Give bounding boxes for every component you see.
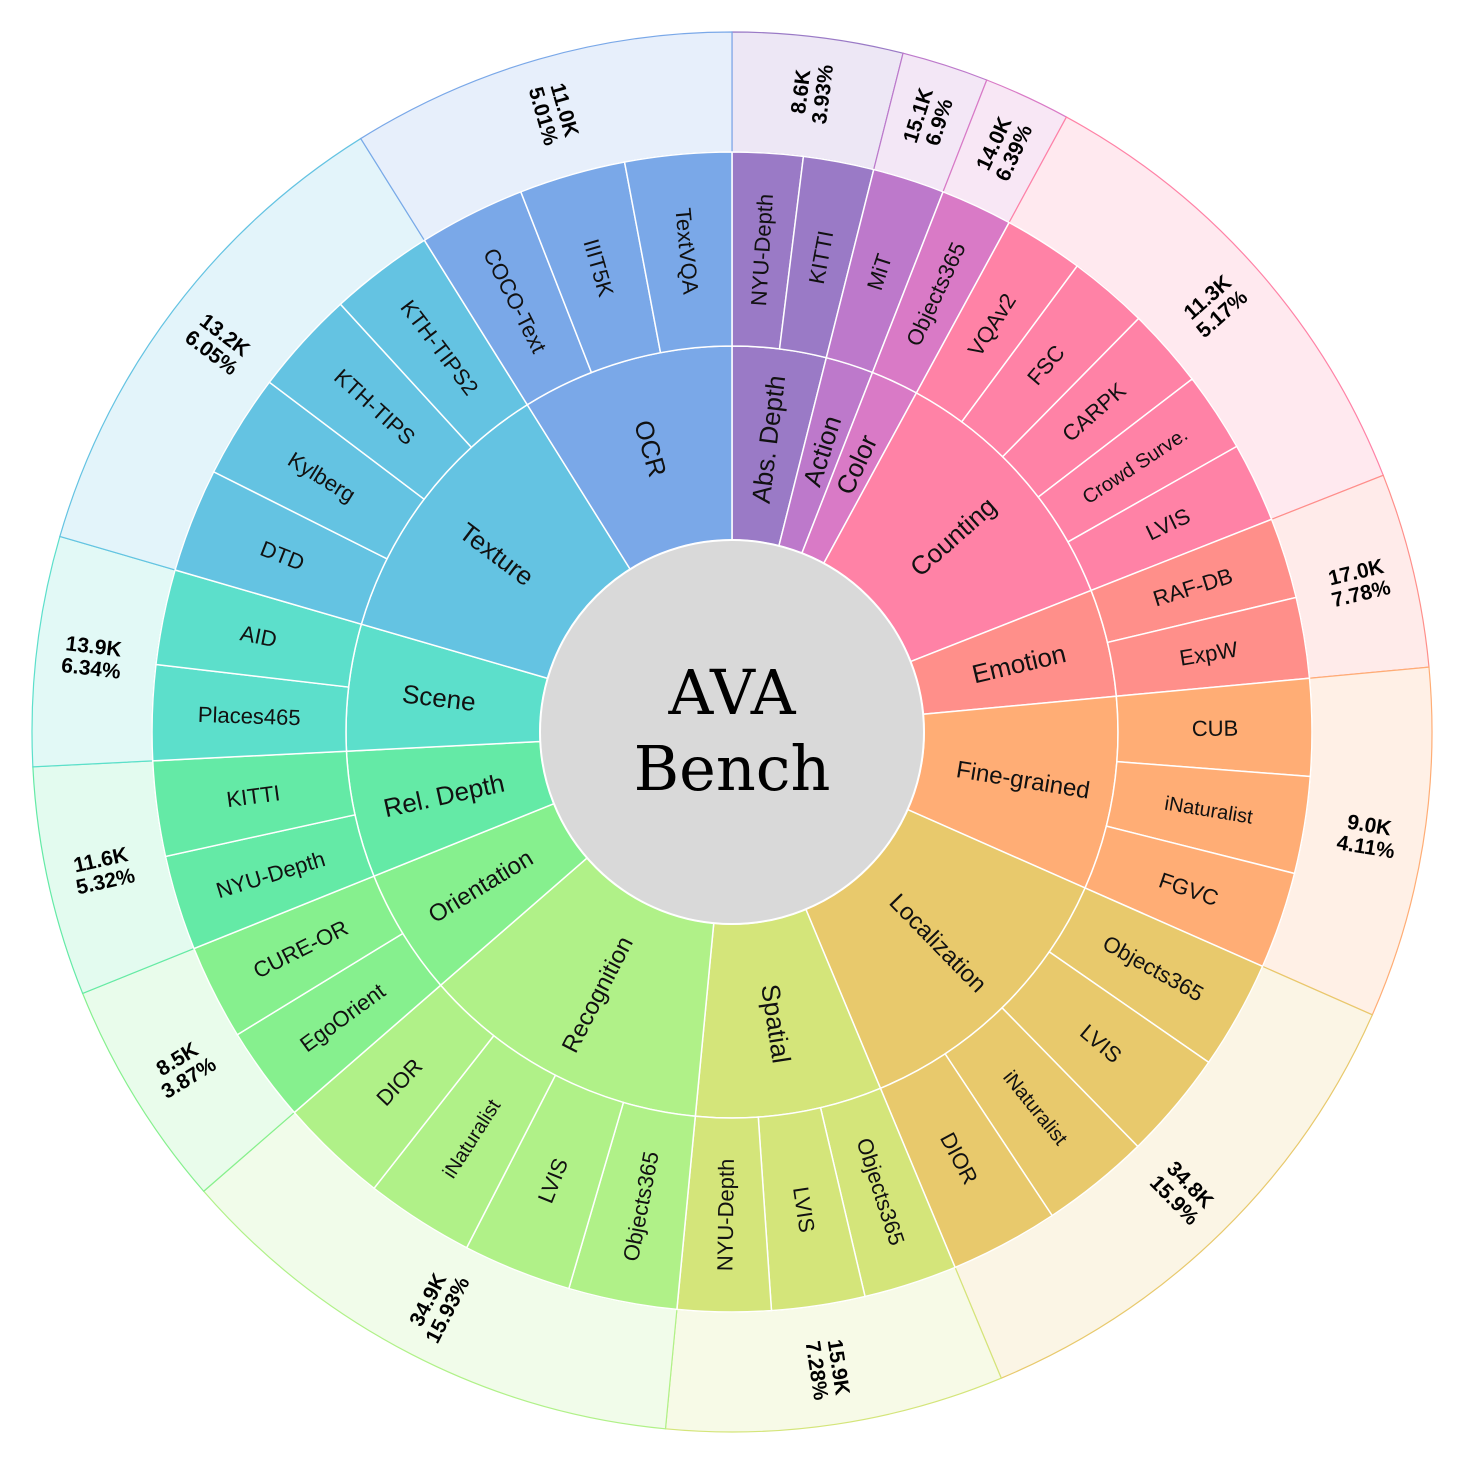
dataset-label-fine-grained-cub: CUB: [1192, 716, 1239, 741]
sunburst-slices: [31, 31, 1433, 1433]
dataset-label-spatial-nyu-depth: NYU-Depth: [712, 1159, 739, 1272]
stat-label-scene: 13.9K6.34%: [60, 632, 125, 684]
center-title-line-2: Bench: [634, 732, 831, 805]
center-group: AVA Bench: [539, 539, 925, 925]
stat-label-spatial: 15.9K7.28%: [801, 1336, 854, 1402]
dataset-slice-ocr-textvqa: [623, 151, 733, 354]
center-circle: [539, 539, 925, 925]
dataset-label-scene-places465: Places465: [197, 702, 301, 730]
center-title-line-1: AVA: [667, 656, 796, 729]
